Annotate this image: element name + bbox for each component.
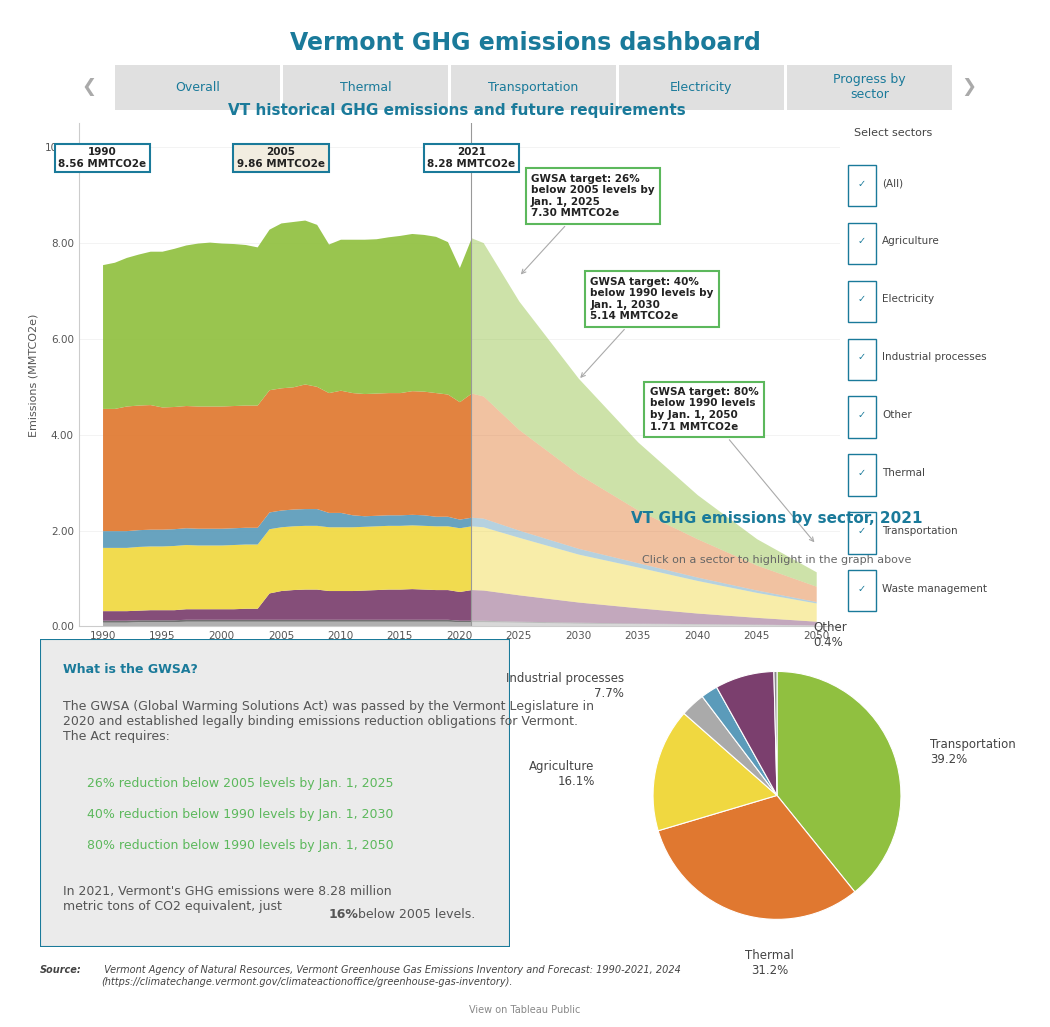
- Text: 80% reduction below 1990 levels by Jan. 1, 2050: 80% reduction below 1990 levels by Jan. …: [87, 839, 394, 852]
- Text: Thermal: Thermal: [339, 81, 392, 93]
- FancyBboxPatch shape: [848, 165, 876, 206]
- FancyBboxPatch shape: [848, 454, 876, 496]
- Text: Agriculture: Agriculture: [882, 236, 940, 246]
- Text: 26% reduction below 2005 levels by Jan. 1, 2025: 26% reduction below 2005 levels by Jan. …: [87, 777, 394, 791]
- Text: Other: Other: [882, 410, 911, 420]
- Text: ✓: ✓: [858, 179, 866, 189]
- Text: Transportation
39.2%: Transportation 39.2%: [930, 737, 1016, 766]
- FancyBboxPatch shape: [848, 570, 876, 611]
- Wedge shape: [702, 687, 777, 795]
- FancyBboxPatch shape: [848, 512, 876, 554]
- Text: Agriculture
16.1%: Agriculture 16.1%: [529, 760, 594, 788]
- Text: 2005
9.86 MMTCO2e: 2005 9.86 MMTCO2e: [237, 147, 324, 168]
- Text: Transportation: Transportation: [488, 81, 579, 93]
- Text: ❯: ❯: [962, 78, 977, 97]
- Text: ❮: ❮: [82, 78, 97, 97]
- Text: VT GHG emissions by sector, 2021: VT GHG emissions by sector, 2021: [631, 511, 923, 526]
- Text: below 2005 levels.: below 2005 levels.: [354, 908, 476, 921]
- Text: ✓: ✓: [858, 468, 866, 478]
- FancyBboxPatch shape: [848, 396, 876, 438]
- Text: GWSA target: 26%
below 2005 levels by
Jan. 1, 2025
7.30 MMTCO2e: GWSA target: 26% below 2005 levels by Ja…: [522, 174, 654, 273]
- Text: Vermont Agency of Natural Resources, Vermont Greenhouse Gas Emissions Inventory : Vermont Agency of Natural Resources, Ver…: [101, 965, 680, 987]
- Wedge shape: [774, 672, 777, 795]
- Text: ✓: ✓: [858, 236, 866, 246]
- Text: Overall: Overall: [175, 81, 219, 93]
- Text: View on Tableau Public: View on Tableau Public: [469, 1004, 581, 1015]
- Text: 16%: 16%: [329, 908, 359, 921]
- Wedge shape: [653, 714, 777, 831]
- Text: Select sectors: Select sectors: [855, 128, 932, 139]
- Y-axis label: Emissions (MMTCO2e): Emissions (MMTCO2e): [28, 313, 39, 436]
- Text: Thermal
31.2%: Thermal 31.2%: [746, 949, 794, 977]
- Text: What is the GWSA?: What is the GWSA?: [63, 663, 198, 677]
- FancyBboxPatch shape: [848, 339, 876, 380]
- Text: Electricity: Electricity: [670, 81, 733, 93]
- Text: GWSA target: 40%
below 1990 levels by
Jan. 1, 2030
5.14 MMTCO2e: GWSA target: 40% below 1990 levels by Ja…: [581, 276, 714, 377]
- FancyBboxPatch shape: [848, 280, 876, 322]
- Text: ✓: ✓: [858, 583, 866, 594]
- Text: Electricity: Electricity: [882, 295, 934, 304]
- Text: ✓: ✓: [858, 526, 866, 536]
- Text: In 2021, Vermont's GHG emissions were 8.28 million
metric tons of CO2 equivalent: In 2021, Vermont's GHG emissions were 8.…: [63, 885, 392, 913]
- Text: (All): (All): [882, 179, 903, 189]
- FancyBboxPatch shape: [40, 639, 510, 947]
- Text: ✓: ✓: [858, 352, 866, 363]
- Text: ✓: ✓: [858, 295, 866, 304]
- Text: Click on a sector to highlight in the graph above: Click on a sector to highlight in the gr…: [643, 555, 911, 565]
- Text: Vermont GHG emissions dashboard: Vermont GHG emissions dashboard: [290, 31, 760, 54]
- Text: Other
0.4%: Other 0.4%: [814, 621, 847, 649]
- Wedge shape: [716, 672, 777, 795]
- Text: ✓: ✓: [858, 410, 866, 420]
- Wedge shape: [684, 696, 777, 795]
- Text: The GWSA (Global Warming Solutions Act) was passed by the Vermont Legislature in: The GWSA (Global Warming Solutions Act) …: [63, 700, 594, 744]
- Text: Industrial processes
7.7%: Industrial processes 7.7%: [506, 672, 624, 700]
- FancyBboxPatch shape: [848, 223, 876, 264]
- Wedge shape: [777, 672, 901, 891]
- Text: 40% reduction below 1990 levels by Jan. 1, 2030: 40% reduction below 1990 levels by Jan. …: [87, 808, 394, 822]
- Text: Waste management: Waste management: [882, 583, 987, 594]
- Text: 1990
8.56 MMTCO2e: 1990 8.56 MMTCO2e: [59, 147, 147, 168]
- Wedge shape: [658, 795, 855, 919]
- Text: Source:: Source:: [40, 965, 82, 976]
- Text: VT historical GHG emissions and future requirements: VT historical GHG emissions and future r…: [228, 103, 686, 118]
- Text: Progress by
sector: Progress by sector: [833, 73, 906, 102]
- Text: Industrial processes: Industrial processes: [882, 352, 987, 363]
- Text: Thermal: Thermal: [882, 468, 925, 478]
- Text: GWSA target: 80%
below 1990 levels
by Jan. 1, 2050
1.71 MMTCO2e: GWSA target: 80% below 1990 levels by Ja…: [650, 387, 814, 541]
- Text: 2021
8.28 MMTCO2e: 2021 8.28 MMTCO2e: [427, 147, 516, 168]
- Text: Transportation: Transportation: [882, 526, 958, 536]
